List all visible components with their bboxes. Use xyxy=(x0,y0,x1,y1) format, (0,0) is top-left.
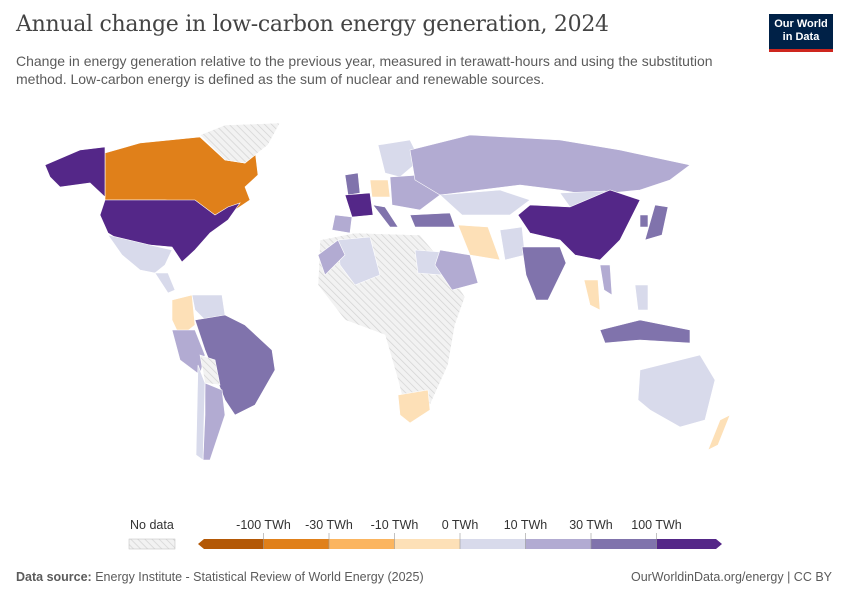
country-iran[interactable] xyxy=(457,224,501,261)
legend-bin[interactable] xyxy=(460,539,526,549)
subtitle: Change in energy generation relative to … xyxy=(16,53,713,87)
country-spain[interactable] xyxy=(331,214,353,234)
legend-bin[interactable] xyxy=(198,539,264,549)
legend-label: 10 TWh xyxy=(504,518,548,532)
country-vietnam[interactable] xyxy=(599,264,613,296)
country-nordics[interactable] xyxy=(377,139,421,178)
owid-link[interactable]: OurWorldinData.org/energy xyxy=(630,570,784,584)
country-turkey[interactable] xyxy=(409,212,456,228)
footer-right: OurWorldinData.org/energy | CC BY xyxy=(631,570,832,584)
owid-logo[interactable]: Our World in Data xyxy=(769,14,833,52)
country-chile[interactable] xyxy=(195,364,206,461)
legend-label: -10 TWh xyxy=(371,518,419,532)
legend-label: 0 TWh xyxy=(442,518,479,532)
license: | CC BY xyxy=(787,570,832,584)
country-italy[interactable] xyxy=(372,204,399,228)
country-saudi-arabia[interactable] xyxy=(434,249,479,291)
country-russia[interactable] xyxy=(409,134,691,196)
country-united-kingdom[interactable] xyxy=(344,172,361,196)
legend-bin[interactable] xyxy=(656,539,723,549)
legend-bin[interactable] xyxy=(263,539,330,549)
country-japan[interactable] xyxy=(644,204,669,241)
country-new-zealand[interactable] xyxy=(707,414,731,451)
country-pakistan[interactable] xyxy=(499,226,526,261)
country-south-korea[interactable] xyxy=(639,214,649,228)
color-legend: No data -100 TWh -30 TWh -10 TWh 0 TWh 10 TW… xyxy=(128,518,723,550)
country-china[interactable] xyxy=(517,189,641,261)
legend-no-data-swatch xyxy=(128,538,176,550)
country-indonesia[interactable] xyxy=(599,319,691,344)
legend-label: -100 TWh xyxy=(236,518,291,532)
page-title: Annual change in low-carbon energy gener… xyxy=(16,12,609,37)
country-germany[interactable] xyxy=(369,179,391,198)
legend-label: 100 TWh xyxy=(631,518,682,532)
country-india[interactable] xyxy=(521,246,567,301)
country-australia[interactable] xyxy=(637,354,716,428)
legend-label: 30 TWh xyxy=(569,518,613,532)
country-alaska[interactable] xyxy=(44,146,106,198)
country-kazakhstan[interactable] xyxy=(439,189,531,216)
country-morocco[interactable] xyxy=(317,239,346,276)
legend-no-data-label: No data xyxy=(130,518,174,532)
legend-bin[interactable] xyxy=(591,539,657,549)
legend-bin[interactable] xyxy=(329,539,395,549)
country-bolivia[interactable] xyxy=(199,354,221,386)
country-france[interactable] xyxy=(344,192,374,218)
legend-bin[interactable] xyxy=(525,539,592,549)
country-greenland[interactable] xyxy=(199,122,281,164)
legend-label: -30 TWh xyxy=(305,518,353,532)
country-central-america[interactable] xyxy=(154,272,176,294)
country-argentina[interactable] xyxy=(202,382,226,461)
source-note: Data source: Energy Institute - Statisti… xyxy=(16,570,424,584)
country-mexico[interactable] xyxy=(107,234,173,274)
country-peru[interactable] xyxy=(171,329,206,376)
country-south-africa[interactable] xyxy=(397,389,431,424)
logo-text: Our World in Data xyxy=(774,18,828,43)
legend-bin[interactable] xyxy=(394,539,461,549)
country-thailand[interactable] xyxy=(583,279,601,311)
country-philippines[interactable] xyxy=(634,284,649,311)
source-label: Data source: xyxy=(16,570,92,584)
source-text: Energy Institute - Statistical Review of… xyxy=(95,570,424,584)
world-map xyxy=(44,122,731,461)
country-algeria[interactable] xyxy=(337,236,381,286)
